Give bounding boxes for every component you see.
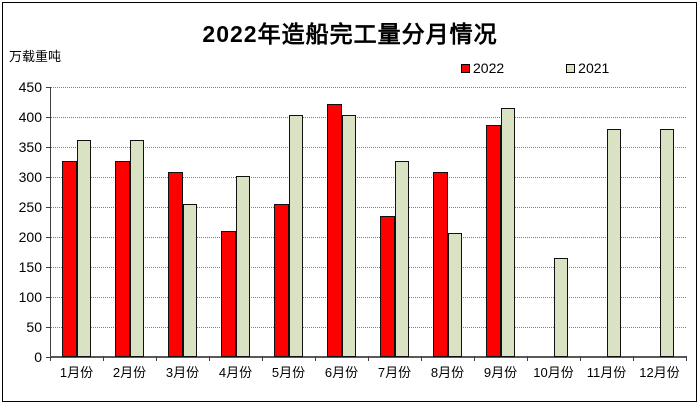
gridline-200 — [50, 237, 686, 238]
legend-item-2022: 2022 — [461, 61, 504, 75]
x-axis-tick-mark — [209, 356, 210, 361]
y-axis-line — [50, 87, 51, 357]
y-axis-tick-mark — [46, 237, 50, 238]
bar-2022-9月份 — [486, 124, 501, 357]
y-axis-tick-label: 200 — [18, 229, 42, 245]
bar-2022-4月份 — [221, 231, 236, 357]
x-axis-tick-mark — [368, 356, 369, 361]
legend-swatch-2022 — [461, 63, 470, 73]
gridline-350 — [50, 147, 686, 148]
y-axis-tick-mark — [46, 87, 50, 88]
y-axis-tick-mark — [46, 267, 50, 268]
gridline-50 — [50, 327, 686, 328]
y-axis-tick-mark — [46, 207, 50, 208]
gridline-450 — [50, 87, 686, 88]
x-axis-label: 12月份 — [639, 365, 680, 380]
bar-2021-9月份 — [500, 108, 515, 357]
x-axis-label: 2月份 — [112, 365, 147, 380]
bar-2022-8月份 — [433, 172, 448, 357]
y-axis-tick-mark — [46, 177, 50, 178]
bar-2021-1月份 — [76, 140, 91, 357]
x-axis-label: 11月份 — [586, 365, 627, 380]
bar-2021-2月份 — [129, 140, 144, 357]
x-axis-tick-mark — [103, 356, 104, 361]
bar-2021-6月份 — [341, 114, 356, 357]
legend-item-2021: 2021 — [566, 61, 609, 75]
y-axis-tick-mark — [46, 357, 50, 358]
x-axis-tick-mark — [474, 356, 475, 361]
bar-2021-11月份 — [606, 129, 621, 357]
y-axis-tick-label: 450 — [18, 79, 42, 95]
x-axis-label: 7月份 — [377, 365, 412, 380]
x-axis-tick-mark — [421, 356, 422, 361]
gridline-100 — [50, 297, 686, 298]
y-axis-tick-label: 50 — [26, 319, 42, 335]
bar-2022-2月份 — [115, 160, 130, 357]
gridline-400 — [50, 117, 686, 118]
x-axis-tick-mark — [527, 356, 528, 361]
x-axis-label: 8月份 — [430, 365, 465, 380]
x-axis-label: 6月份 — [324, 365, 359, 380]
bar-2021-10月份 — [553, 258, 568, 357]
bar-2021-8月份 — [447, 232, 462, 357]
y-axis-tick-mark — [46, 147, 50, 148]
gridline-250 — [50, 207, 686, 208]
y-axis-tick-label: 300 — [18, 169, 42, 185]
bar-2022-1月份 — [62, 160, 77, 357]
bar-2021-5月份 — [288, 114, 303, 357]
y-axis-tick-label: 0 — [34, 349, 42, 365]
x-axis-label: 1月份 — [59, 365, 94, 380]
legend-label-2021: 2021 — [578, 60, 610, 76]
y-axis-unit-label: 万载重吨 — [9, 49, 62, 64]
y-axis-tick-mark — [46, 327, 50, 328]
y-axis-tick-label: 250 — [18, 199, 42, 215]
x-axis-label: 9月份 — [483, 365, 518, 380]
x-axis-tick-mark — [50, 356, 51, 361]
x-axis-tick-mark — [262, 356, 263, 361]
x-axis-label: 10月份 — [533, 365, 574, 380]
y-axis-tick-mark — [46, 117, 50, 118]
bar-2022-5月份 — [274, 204, 289, 357]
x-axis-tick-mark — [315, 356, 316, 361]
bar-2021-7月份 — [394, 161, 409, 357]
bar-2022-7月份 — [380, 216, 395, 357]
x-axis-tick-mark — [633, 356, 634, 361]
x-axis-label: 5月份 — [271, 365, 306, 380]
bar-2021-12月份 — [659, 129, 674, 357]
legend-swatch-2021 — [566, 63, 576, 73]
x-axis-tick-mark — [580, 356, 581, 361]
bar-2022-3月份 — [168, 172, 183, 357]
y-axis-tick-label: 400 — [18, 109, 42, 125]
x-axis-tick-mark — [156, 356, 157, 361]
bar-2021-3月份 — [182, 204, 197, 357]
gridline-150 — [50, 267, 686, 268]
chart-title: 2022年造船完工量分月情况 — [202, 21, 498, 47]
y-axis-tick-label: 350 — [18, 139, 42, 155]
x-axis-label: 3月份 — [165, 365, 200, 380]
x-axis-label: 4月份 — [218, 365, 253, 380]
y-axis-tick-label: 100 — [18, 289, 42, 305]
bar-2022-6月份 — [327, 103, 342, 357]
legend: 2022 2021 — [461, 61, 609, 75]
plot-area — [50, 87, 686, 357]
x-axis-tick-mark — [686, 356, 687, 361]
legend-label-2022: 2022 — [473, 60, 505, 76]
gridline-300 — [50, 177, 686, 178]
y-axis-tick-label: 150 — [18, 259, 42, 275]
y-axis-tick-mark — [46, 297, 50, 298]
bar-2021-4月份 — [235, 175, 250, 357]
